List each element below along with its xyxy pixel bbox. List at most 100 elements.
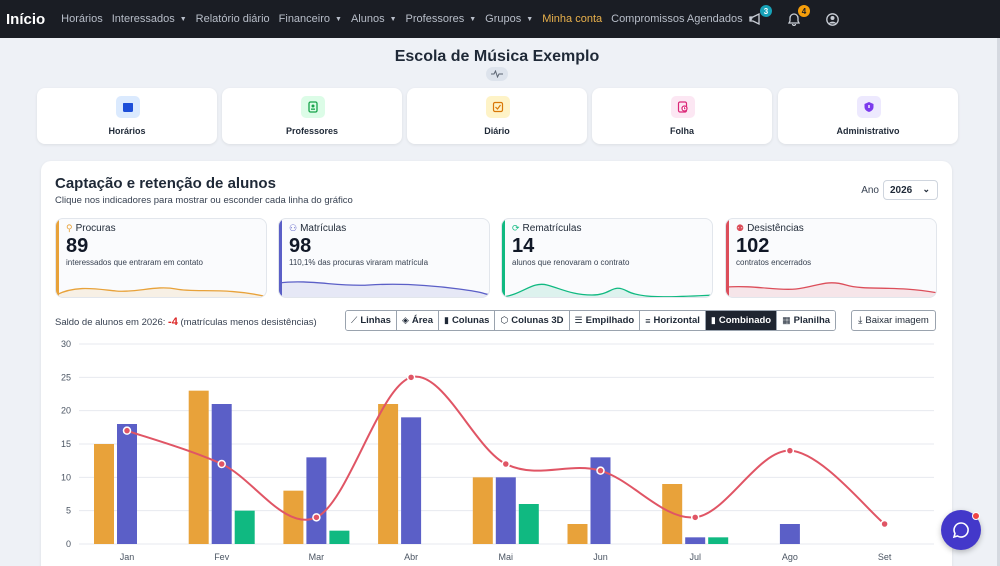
kpi-description: interessados que entraram em contato bbox=[66, 258, 203, 267]
year-select[interactable]: 2026 ⌄ bbox=[883, 180, 938, 200]
view-label: Colunas 3D bbox=[511, 315, 564, 326]
bar-matriculas-fev bbox=[211, 404, 232, 544]
bar-procuras-abr bbox=[378, 404, 399, 544]
kpi-description: contratos encerrados bbox=[736, 258, 812, 267]
kpi-label: ⚲ Procuras bbox=[66, 223, 116, 234]
bar-matriculas-mai bbox=[495, 477, 516, 544]
activity-toggle[interactable] bbox=[486, 67, 508, 81]
quick-card-horarios[interactable]: Horários bbox=[37, 88, 217, 144]
saldo-text: Saldo de alunos em 2026: -4 (matrículas … bbox=[55, 316, 317, 328]
nav-item-relatório-diário[interactable]: Relatório diário bbox=[196, 13, 270, 25]
chat-button[interactable] bbox=[941, 510, 981, 550]
kpi-procuras[interactable]: ⚲ Procuras 89 interessados que entraram em … bbox=[55, 218, 267, 298]
nav-item-label: Relatório diário bbox=[195, 13, 270, 25]
calendar-icon bbox=[116, 96, 140, 118]
page-title: Escola de Música Exemplo bbox=[394, 48, 600, 65]
kpi-value: 14 bbox=[512, 235, 535, 257]
bell-badge: 4 bbox=[798, 5, 810, 17]
y-tick-label: 15 bbox=[61, 439, 71, 449]
kpi-desistencias[interactable]: ⚉ Desistências 102 contratos encerrados bbox=[725, 218, 937, 298]
view-label: Linhas bbox=[360, 315, 391, 326]
bell-icon[interactable]: 4 bbox=[786, 5, 810, 27]
view-icon: ≡ bbox=[645, 315, 651, 326]
megaphone-badge: 3 bbox=[760, 5, 772, 17]
quick-card-label: Folha bbox=[670, 126, 694, 136]
nav-item-professores[interactable]: Professores ▼ bbox=[406, 13, 477, 25]
view-button-empilhado[interactable]: ☰ Empilhado bbox=[569, 311, 641, 330]
kpi-label-text: Matrículas bbox=[300, 223, 347, 234]
view-button-colunas[interactable]: ▮ Colunas bbox=[438, 311, 496, 330]
quick-card-diario[interactable]: Diário bbox=[407, 88, 587, 144]
megaphone-icon[interactable]: 3 bbox=[748, 5, 772, 27]
caret-down-icon: ▼ bbox=[469, 15, 477, 23]
nav-item-label: Grupos bbox=[485, 13, 522, 25]
view-icon: ☰ bbox=[574, 315, 583, 325]
kpi-label-text: Desistências bbox=[747, 223, 804, 234]
point-desistencias-set bbox=[880, 519, 889, 529]
section-subtitle: Clique nos indicadores para mostrar ou e… bbox=[55, 195, 353, 206]
quick-card-professores[interactable]: Professores bbox=[222, 88, 402, 144]
nav-item-label: Alunos bbox=[350, 13, 385, 25]
x-tick-label: Mar bbox=[309, 552, 325, 562]
kpi-rematriculas[interactable]: ⟳ Rematrículas 14 alunos que renovaram o co… bbox=[501, 218, 713, 298]
user-x-icon: ⚉ bbox=[736, 223, 745, 233]
x-tick-label: Ago bbox=[782, 552, 798, 562]
chevron-down-icon: ⌄ bbox=[922, 184, 930, 194]
quick-card-folha[interactable]: Folha bbox=[592, 88, 772, 144]
nav-item-interessados[interactable]: Interessados ▼ bbox=[112, 13, 187, 25]
quick-card-label: Professores bbox=[285, 126, 339, 136]
view-icon: ▮ bbox=[443, 315, 449, 325]
user-avatar-icon[interactable] bbox=[824, 11, 840, 27]
quick-card-administrativo[interactable]: Administrativo bbox=[778, 88, 958, 144]
search-icon: ⚲ bbox=[66, 223, 73, 233]
scrollbar[interactable] bbox=[997, 38, 1000, 566]
kpi-label-text: Procuras bbox=[75, 223, 116, 234]
view-icon: ▦ bbox=[782, 315, 791, 325]
view-button-area[interactable]: ◈ Área bbox=[396, 311, 439, 330]
kpi-matriculas[interactable]: ⚇ Matrículas 98 110,1% das procuras viraram… bbox=[278, 218, 490, 298]
view-icon: ⬡ bbox=[500, 315, 509, 325]
point-desistencias-mar bbox=[312, 513, 321, 522]
x-tick-label: Abr bbox=[404, 552, 418, 562]
view-button-horizontal[interactable]: ≡ Horizontal bbox=[640, 311, 706, 330]
kpi-accent-bar bbox=[726, 219, 729, 297]
quick-card-label: Administrativo bbox=[836, 126, 900, 136]
kpi-accent-bar bbox=[502, 219, 505, 297]
point-desistencias-jul bbox=[690, 513, 700, 522]
nav-item-compromissos-agendados[interactable]: Compromissos Agendados ▼ bbox=[611, 13, 754, 25]
kpi-description: 110,1% das procuras viraram matrícula bbox=[289, 258, 429, 267]
kpi-label: ⚉ Desistências bbox=[736, 223, 804, 234]
bar-rematriculas-jul bbox=[708, 537, 729, 544]
quick-card-label: Horários bbox=[108, 126, 146, 136]
view-button-combinado[interactable]: ▮ Combinado bbox=[705, 311, 778, 330]
nav-item-minha-conta[interactable]: Minha conta bbox=[542, 13, 602, 25]
kpi-sparkline bbox=[279, 281, 489, 297]
nav-item-horários[interactable]: Horários bbox=[61, 13, 103, 25]
nav-item-label: Interessados bbox=[111, 13, 175, 25]
view-button-colunas-3d[interactable]: ⬡ Colunas 3D bbox=[495, 311, 570, 330]
bar-procuras-fev bbox=[188, 390, 209, 544]
caret-down-icon: ▼ bbox=[389, 15, 397, 23]
view-button-planilha[interactable]: ▦ Planilha bbox=[777, 311, 836, 330]
kpi-accent-bar bbox=[56, 219, 59, 297]
nav-item-label: Financeiro bbox=[278, 13, 331, 25]
nav-item-label: Compromissos Agendados bbox=[611, 13, 743, 25]
quick-card-label: Diário bbox=[484, 126, 510, 136]
kpi-value: 89 bbox=[66, 235, 89, 257]
saldo-suffix: (matrículas menos desistências) bbox=[180, 317, 317, 328]
download-image-button[interactable]: ⤓ Baixar imagem bbox=[851, 310, 936, 331]
view-label: Colunas bbox=[451, 315, 490, 326]
nav-item-alunos[interactable]: Alunos ▼ bbox=[351, 13, 397, 25]
bar-matriculas-jun bbox=[590, 457, 611, 544]
bar-matriculas-jul bbox=[685, 537, 706, 544]
section-title: Captação e retenção de alunos bbox=[55, 175, 276, 192]
nav-item-financeiro[interactable]: Financeiro ▼ bbox=[279, 13, 342, 25]
view-label: Planilha bbox=[793, 315, 831, 326]
kpi-sparkline bbox=[726, 282, 936, 297]
nav-item-grupos[interactable]: Grupos ▼ bbox=[485, 13, 533, 25]
view-button-linhas[interactable]: ⟋ Linhas bbox=[346, 311, 397, 330]
nav-brand[interactable]: Início bbox=[6, 10, 46, 28]
point-desistencias-ago bbox=[785, 446, 795, 455]
line-desistencias bbox=[126, 375, 886, 525]
kpi-accent-bar bbox=[279, 219, 282, 297]
